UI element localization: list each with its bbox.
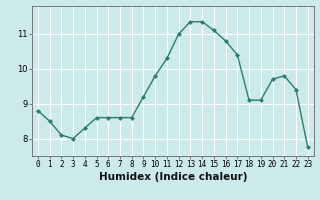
X-axis label: Humidex (Indice chaleur): Humidex (Indice chaleur) — [99, 172, 247, 182]
